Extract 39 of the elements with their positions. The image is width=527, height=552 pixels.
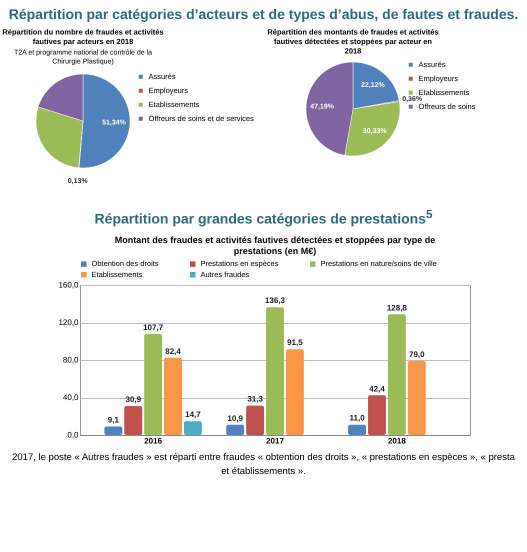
bar bbox=[408, 360, 426, 435]
chart-title: Répartition par grandes catégories de prestations$^{5}$ bbox=[94, 208, 434, 227]
x-tick-label: 2016 bbox=[144, 436, 163, 446]
bar bbox=[164, 357, 182, 435]
y-tick-label: 40,0 bbox=[62, 392, 80, 402]
y-tick-label: 120,0 bbox=[58, 318, 80, 327]
bar bbox=[246, 405, 264, 435]
bar bbox=[388, 314, 406, 435]
data-label: 79,0 bbox=[408, 350, 426, 359]
data-label: 31,3 bbox=[247, 394, 264, 404]
bar bbox=[104, 426, 122, 435]
bar bbox=[184, 420, 202, 435]
bar bbox=[124, 406, 142, 435]
data-label: 42,4 bbox=[369, 384, 386, 393]
data-label: 11,0 bbox=[350, 413, 366, 422]
text: 2017, le poste « Autres fraudes » est réparti entre fraudes « obtention des droits », « prestations en espèces », « presta bbox=[11, 452, 516, 464]
bar bbox=[226, 424, 244, 435]
data-label: 136,3 bbox=[264, 296, 286, 305]
x-tick-label: 2018 bbox=[388, 436, 406, 446]
data-label: 128,8 bbox=[386, 302, 408, 312]
data-label: 91,5 bbox=[287, 338, 304, 347]
bar bbox=[266, 306, 284, 435]
data-label: 30,9 bbox=[125, 394, 142, 404]
data-label: 82,4 bbox=[165, 346, 182, 356]
chart-subtitle: Montant des fraudes et activités fautives détectées et stoppées par type de prestations (en M€) bbox=[114, 234, 436, 256]
text: et établissements ». bbox=[220, 466, 307, 478]
chart-title: Répartition par catégories d’acteurs et de types d’abus, de fautes et fraudes. bbox=[8, 6, 520, 22]
y-tick-label: 0,0 bbox=[67, 430, 80, 440]
data-label: 9,1 bbox=[108, 415, 120, 424]
bar bbox=[144, 334, 162, 435]
data-label: 14,7 bbox=[185, 410, 202, 419]
bar bbox=[368, 394, 386, 435]
data-label: 10,9 bbox=[227, 413, 244, 422]
x-tick-label: 2017 bbox=[266, 436, 284, 446]
data-label: 107,7 bbox=[143, 322, 164, 332]
y-tick-label: 160,0 bbox=[58, 280, 80, 290]
y-tick-label: 80,0 bbox=[62, 355, 80, 364]
bar bbox=[286, 348, 304, 435]
bar bbox=[348, 424, 366, 435]
